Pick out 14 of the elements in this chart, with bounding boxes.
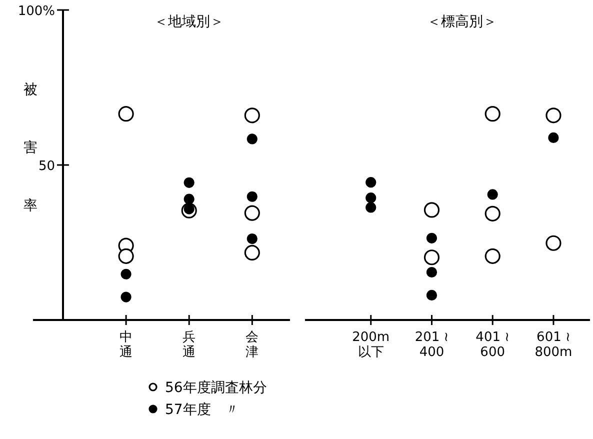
x-tick-label: 中通 [118,330,134,360]
y-tick-label: 50 [38,159,55,174]
y-axis-title: 被害率 [22,70,38,244]
x-tick-label: 401 ≀ 600 [474,330,510,360]
legend-label: 56年度調査林分 [165,380,267,396]
x-tick-label: 会津 [244,330,260,360]
y-tick-label: 100% [18,4,55,19]
legend-label: 57年度 〃 [165,402,239,418]
x-tick-label: 兵通 [182,330,197,360]
chart-title: ＜標高別＞ [427,14,498,30]
x-tick-label: 201 ≀ 400 [414,330,450,360]
x-tick-label: 200m以下 [351,330,391,360]
x-tick-label: 601 ≀ 800m [534,330,574,360]
chart-title: ＜地域別＞ [154,14,224,30]
